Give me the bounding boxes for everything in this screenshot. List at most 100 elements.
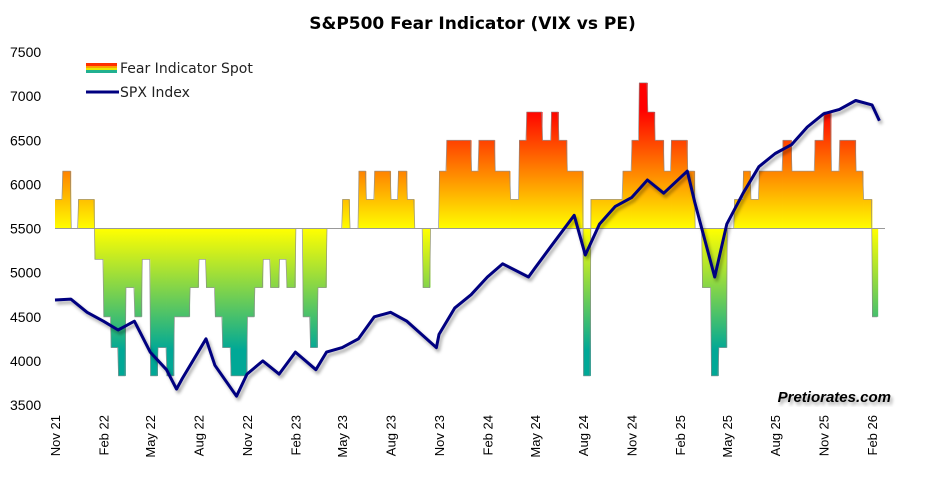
legend-swatch-fear-orange (86, 66, 117, 68)
fear-indicator-bar (150, 228, 158, 376)
fear-indicator-bar (302, 228, 311, 317)
fear-indicator-bar (807, 171, 816, 229)
fear-indicator-bar (583, 228, 591, 376)
fear-indicator-bar (205, 228, 216, 288)
fear-indicator-bar (631, 140, 640, 229)
y-tick-label: 6000 (10, 176, 41, 192)
x-tick-label: Feb 24 (480, 415, 495, 455)
fear-indicator-series (55, 82, 879, 377)
fear-indicator-bar (798, 171, 808, 229)
fear-indicator-bar (534, 112, 543, 229)
fear-indicator-bar (173, 228, 183, 317)
fear-indicator-bar (654, 140, 665, 229)
fear-indicator-bar (398, 171, 408, 229)
fear-indicator-bar (310, 228, 318, 348)
fear-indicator-bar (510, 199, 520, 229)
fear-indicator-bar (758, 171, 767, 229)
fear-indicator-bar (647, 112, 656, 229)
fear-indicator-bar (823, 112, 832, 229)
legend-swatch-fear-green (86, 70, 117, 73)
fear-indicator-bar (718, 228, 728, 348)
fear-indicator-bar (254, 228, 264, 288)
fear-indicator-bar (317, 228, 327, 288)
fear-indicator-bar (487, 140, 496, 229)
fear-indicator-bar (374, 171, 383, 229)
fear-indicator-bar (872, 228, 879, 317)
x-tick-label: Aug 24 (576, 415, 591, 456)
fear-indicator-bar (189, 228, 200, 288)
y-tick-label: 5000 (10, 265, 41, 281)
x-axis: Nov 21 Feb 22 May 22 Aug 22 Nov 22 Feb 23 May … (48, 415, 880, 458)
x-tick-label: Nov 21 (48, 415, 63, 456)
fear-indicator-bar (846, 140, 857, 229)
fear-indicator-bar (526, 112, 536, 229)
fear-indicator-bar (606, 199, 616, 229)
fear-indicator-bar (711, 228, 719, 376)
fear-indicator-bar (78, 199, 88, 229)
fear-indicator-bar (406, 199, 415, 229)
fear-indicator-bar (62, 171, 72, 229)
legend-swatch-fear-yellow (86, 68, 117, 70)
y-tick-label: 5500 (10, 221, 41, 237)
fear-indicator-bar (238, 228, 248, 376)
y-axis: 3500 4000 4500 5000 5500 6000 6500 7000 7500 (10, 44, 41, 413)
x-tick-label: Nov 23 (432, 415, 447, 456)
x-tick-label: May 24 (528, 415, 543, 458)
legend-swatch-fear (86, 63, 117, 66)
watermark: Pretiorates.com (778, 389, 891, 406)
fear-indicator-bar (671, 140, 681, 229)
fear-indicator-bar (791, 171, 800, 229)
fear-indicator-bar (590, 199, 600, 229)
x-tick-label: May 22 (143, 415, 158, 458)
fear-indicator-bar (286, 228, 296, 288)
fear-indicator-bar (262, 228, 271, 260)
fear-indicator-bar (134, 228, 143, 317)
y-tick-label: 7000 (10, 88, 41, 104)
fear-indicator-bar (422, 228, 431, 288)
fear-indicator-bar (141, 228, 151, 260)
fear-indicator-bar (390, 199, 399, 229)
fear-indicator-bar (214, 228, 223, 317)
x-tick-label: Feb 26 (865, 415, 880, 455)
fear-indicator-bar (166, 228, 175, 376)
x-tick-label: May 25 (720, 415, 735, 458)
y-tick-label: 4500 (10, 309, 41, 325)
spx-line (54, 99, 881, 398)
fear-indicator-bar (743, 171, 751, 229)
fear-indicator-bar (247, 228, 255, 317)
fear-indicator-bar (439, 171, 447, 229)
fear-indicator-bar (118, 228, 126, 376)
fear-indicator-bar (702, 228, 712, 288)
spx-series (54, 99, 881, 398)
fear-indicator-bar (381, 171, 392, 229)
fear-indicator-bar (574, 171, 584, 229)
fear-indicator-bar (863, 199, 873, 229)
fear-indicator-bar (502, 171, 511, 229)
fear-indicator-bar (494, 171, 504, 229)
x-tick-label: Feb 23 (288, 415, 303, 455)
legend-label-spx: SPX Index (120, 85, 190, 101)
fear-indicator-bar (87, 199, 95, 229)
fear-indicator-bar (270, 228, 280, 288)
x-tick-label: Aug 22 (192, 415, 207, 456)
x-tick-label: Nov 24 (625, 415, 640, 456)
fear-indicator-bar (766, 171, 776, 229)
fear-indicator-bar (830, 171, 840, 229)
x-tick-label: May 23 (335, 415, 350, 458)
fear-indicator-bar (462, 140, 472, 229)
legend: Fear Indicator Spot SPX Index (86, 61, 253, 101)
fear-indicator-bar (855, 171, 864, 229)
fear-indicator-bar (558, 140, 568, 229)
fear-indicator-bar (782, 140, 792, 229)
fear-indicator-bar (734, 199, 744, 229)
x-tick-label: Aug 23 (384, 415, 399, 456)
fear-indicator-bar (342, 199, 351, 229)
y-tick-label: 7500 (10, 44, 41, 60)
x-tick-label: Aug 25 (768, 415, 783, 456)
fear-indicator-bar (55, 199, 63, 229)
fear-indicator-bar (182, 228, 191, 317)
fear-indicator-bar (358, 171, 367, 229)
fear-indicator-bar (814, 140, 825, 229)
fear-indicator-bar (446, 140, 456, 229)
